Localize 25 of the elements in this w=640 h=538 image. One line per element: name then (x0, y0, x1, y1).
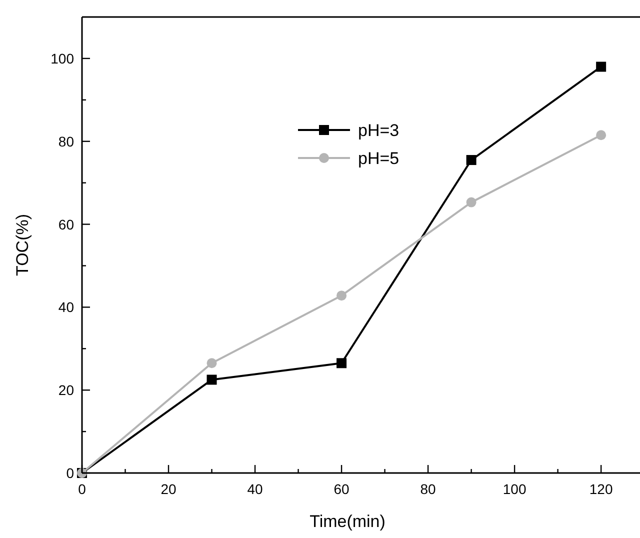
point (206, 374, 217, 385)
x-tick-label: 100 (502, 481, 526, 497)
point (596, 130, 606, 140)
x-tick-label: 20 (160, 481, 177, 497)
x-tick-label: 40 (247, 481, 264, 497)
x-tick-label: 60 (334, 481, 350, 497)
x-tick-label: 80 (420, 481, 436, 497)
legend-label: pH=5 (358, 149, 400, 168)
point (206, 358, 217, 368)
point (336, 290, 347, 301)
point (336, 358, 347, 368)
y-tick-label: 0 (66, 465, 74, 481)
y-tick-label: 100 (50, 50, 74, 66)
y-tick-label: 80 (58, 133, 74, 150)
x-tick-label: 0 (78, 481, 86, 497)
y-axis-title: TOC(%) (13, 214, 32, 276)
y-tick-label: 20 (58, 382, 74, 398)
y-tick-label: 40 (58, 299, 74, 316)
x-tick-label: 120 (589, 481, 613, 497)
y-tick-label: 60 (58, 216, 74, 232)
legend-label: pH=3 (358, 121, 400, 140)
point (466, 197, 476, 208)
point (466, 155, 476, 166)
x-axis-title: Time(min) (310, 512, 386, 531)
point (596, 62, 606, 72)
